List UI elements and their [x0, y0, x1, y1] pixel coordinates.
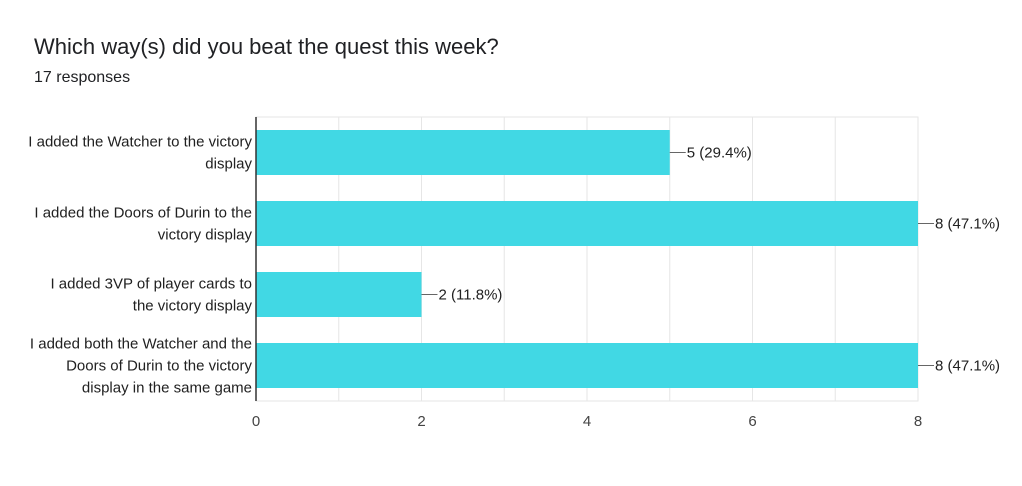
category-label: Doors of Durin to the victory: [66, 358, 252, 375]
data-label: 8 (47.1%): [935, 216, 1000, 233]
bar: [256, 130, 670, 175]
category-label: I added both the Watcher and the: [30, 336, 252, 353]
category-label: I added 3VP of player cards to: [50, 276, 252, 293]
x-tick-label: 2: [417, 413, 425, 430]
x-tick-label: 6: [748, 413, 756, 430]
category-label: victory display: [158, 227, 253, 244]
x-tick-label: 8: [914, 413, 922, 430]
data-label: 8 (47.1%): [935, 358, 1000, 375]
category-label: I added the Doors of Durin to the: [34, 205, 252, 222]
data-label: 2 (11.8%): [439, 287, 503, 304]
x-tick-label: 4: [583, 413, 591, 430]
category-label: the victory display: [133, 298, 253, 315]
bar: [256, 343, 918, 388]
x-tick-label: 0: [252, 413, 260, 430]
category-label: display: [205, 156, 252, 173]
category-label: I added the Watcher to the victory: [28, 134, 252, 151]
data-label: 5 (29.4%): [687, 145, 752, 162]
bar: [256, 201, 918, 246]
chart-title: Which way(s) did you beat the quest this…: [34, 34, 499, 59]
category-label: display in the same game: [82, 380, 252, 397]
response-count: 17 responses: [34, 69, 131, 86]
bar: [256, 272, 422, 317]
